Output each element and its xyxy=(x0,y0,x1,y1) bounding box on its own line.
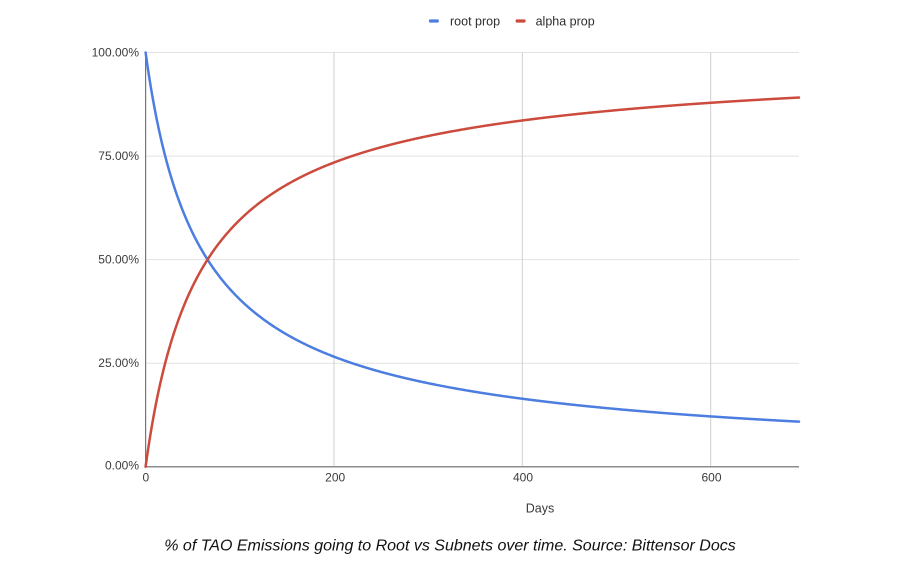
svg-text:alpha prop: alpha prop xyxy=(536,14,595,28)
svg-text:50.00%: 50.00% xyxy=(98,252,139,266)
svg-text:% of TAO Emissions going to Ro: % of TAO Emissions going to Root vs Subn… xyxy=(164,538,736,555)
svg-text:400: 400 xyxy=(513,471,533,485)
svg-text:25.00%: 25.00% xyxy=(98,356,139,370)
svg-text:100.00%: 100.00% xyxy=(92,45,140,59)
svg-text:0.00%: 0.00% xyxy=(105,458,139,472)
svg-text:root prop: root prop xyxy=(450,14,500,28)
svg-text:75.00%: 75.00% xyxy=(98,149,139,163)
svg-text:0: 0 xyxy=(142,471,149,485)
svg-text:Days: Days xyxy=(526,501,554,515)
svg-text:200: 200 xyxy=(325,471,345,485)
svg-text:600: 600 xyxy=(701,471,721,485)
